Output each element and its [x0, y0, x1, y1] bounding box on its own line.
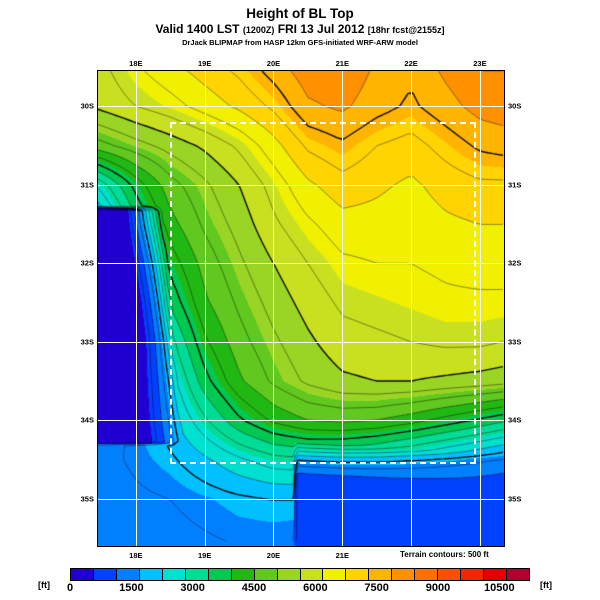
axis-tick-top-18E: 18E [129, 59, 143, 68]
colorbar-swatch-8 [254, 569, 278, 580]
colorbar-swatch-18 [484, 569, 508, 580]
colorbar-swatch-19 [507, 569, 530, 580]
colorbar-tick-0: 0 [66, 582, 74, 594]
axis-tick-bottom-19E: 19E [197, 551, 212, 560]
bl-top-height-field [98, 71, 504, 546]
colorbar-swatch-6 [208, 569, 232, 580]
colorbar-unit-right: [ft] [540, 580, 552, 590]
colorbar-swatch-15 [415, 569, 439, 580]
colorbar-swatch-0 [71, 569, 94, 580]
axis-tick-right-31S: 31S [508, 180, 522, 190]
axis-tick-left-31S: 31S [80, 180, 94, 190]
axis-tick-right-33S: 33S [508, 337, 522, 347]
page-title: Height of BL Top [246, 6, 354, 21]
valid-time-line: Valid 1400 LST (1200Z) FRI 13 Jul 2012 [… [0, 22, 600, 37]
colorbar-swatch-17 [461, 569, 485, 580]
axis-tick-right-32S: 32S [508, 258, 522, 268]
colorbar-swatch-1 [93, 569, 117, 580]
colorbar-swatch-16 [438, 569, 462, 580]
axis-tick-left-32S: 32S [80, 258, 94, 268]
colorbar-unit-left: [ft] [38, 580, 50, 590]
colorbar-swatch-9 [277, 569, 301, 580]
axis-tick-top-20E: 20E [266, 59, 281, 68]
colorbar-swatches [70, 568, 530, 581]
axis-tick-bottom-18E: 18E [129, 551, 143, 560]
colorbar-swatch-10 [300, 569, 324, 580]
axis-tick-left-34S: 34S [80, 415, 94, 425]
axis-tick-bottom-21E: 21E [335, 551, 349, 560]
heatmap-canvas [98, 71, 504, 546]
colorbar-swatch-7 [231, 569, 255, 580]
chart-header: Height of BL Top Valid 1400 LST (1200Z) … [0, 6, 600, 48]
colorbar-swatch-5 [185, 569, 209, 580]
axis-tick-right-34S: 34S [508, 415, 522, 425]
valid-time-date: FRI 13 Jul 2012 [277, 22, 365, 36]
colorbar-tick-4500: 4500 [241, 582, 267, 594]
colorbar-swatch-11 [323, 569, 347, 580]
colorbar-swatch-13 [369, 569, 393, 580]
map-plot-area [97, 70, 505, 547]
forecast-hour-stamp: [18hr fcst@2155z] [367, 25, 445, 35]
colorbar-tick-9000: 9000 [425, 582, 451, 594]
colorbar-tick-6000: 6000 [303, 582, 328, 594]
axis-tick-top-22E: 22E [404, 59, 418, 68]
axis-tick-left-35S: 35S [80, 494, 94, 504]
axis-tick-right-35S: 35S [508, 494, 522, 504]
axis-tick-left-33S: 33S [80, 337, 94, 347]
axis-tick-bottom-20E: 20E [266, 551, 281, 560]
axis-tick-top-23E: 23E [473, 59, 487, 68]
colorbar-tick-1500: 1500 [119, 582, 144, 594]
valid-time-utc: (1200Z) [242, 25, 275, 35]
valid-time-main: Valid 1400 LST [155, 22, 240, 36]
colorbar-swatch-2 [116, 569, 140, 580]
terrain-contour-note: Terrain contours: 500 ft [400, 550, 489, 559]
axis-tick-left-30S: 30S [80, 101, 94, 111]
model-source-line: DrJack BLIPMAP from HASP 12km GFS-initia… [182, 38, 418, 47]
colorbar-swatch-12 [346, 569, 370, 580]
colorbar-swatch-4 [162, 569, 186, 580]
colorbar-swatch-14 [392, 569, 416, 580]
axis-tick-right-30S: 30S [508, 101, 522, 111]
colorbar-tick-3000: 3000 [180, 582, 205, 594]
colorbar-swatch-3 [139, 569, 163, 580]
colorbar-legend: [ft] [ft] 0 1500 3000 4500 6000 7500 9000 10500 [0, 566, 600, 600]
colorbar-tick-10500: 10500 [484, 582, 515, 594]
axis-tick-top-21E: 21E [335, 59, 349, 68]
axis-tick-top-19E: 19E [197, 59, 212, 68]
colorbar-tick-7500: 7500 [364, 582, 389, 594]
